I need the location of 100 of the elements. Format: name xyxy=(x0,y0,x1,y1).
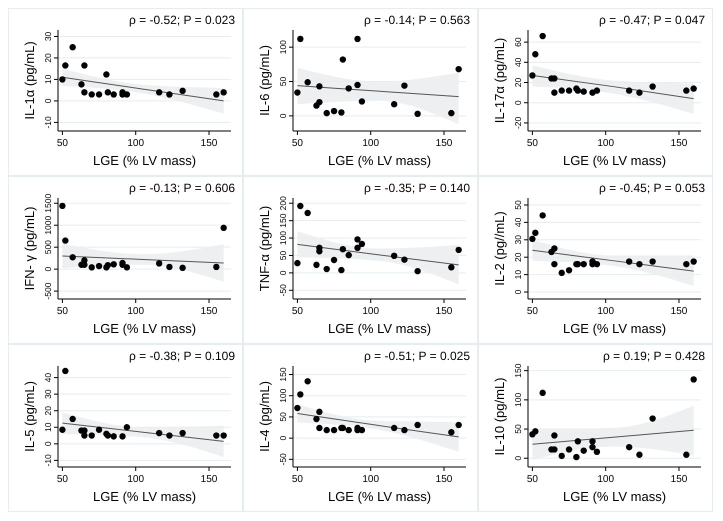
point xyxy=(316,248,323,254)
y-tick-label: 10 xyxy=(43,74,53,84)
y-tick-label: 0 xyxy=(278,436,288,441)
y-tick-label: 0 xyxy=(513,456,523,461)
x-tick-label: 100 xyxy=(127,138,144,149)
x-axis-title: LGE (% LV mass) xyxy=(92,321,196,336)
y-tick-label: 40 xyxy=(513,217,523,228)
y-tick-label: 0 xyxy=(278,113,288,118)
y-tick-label: -50 xyxy=(278,284,288,296)
text: ρ = -0.47; P = 0.047 xyxy=(598,13,706,27)
x-tick-label: 50 xyxy=(292,138,304,149)
point xyxy=(166,432,173,439)
point xyxy=(156,89,162,96)
point xyxy=(636,260,643,268)
y-tick-label: 0 xyxy=(43,266,53,272)
point xyxy=(78,81,85,88)
y-tick-label: 150 xyxy=(278,367,288,382)
y-tick-label: 10 xyxy=(43,422,53,432)
point xyxy=(566,87,572,94)
point xyxy=(96,262,102,270)
point xyxy=(88,91,95,98)
x-tick-label: 100 xyxy=(597,138,614,149)
point xyxy=(316,424,323,432)
point xyxy=(580,447,587,454)
y-axis-title: IL-2 (pg//mL) xyxy=(492,211,507,286)
point xyxy=(649,415,656,422)
x-tick-label: 50 xyxy=(526,306,538,317)
point xyxy=(324,266,330,272)
point xyxy=(529,72,536,79)
point xyxy=(558,452,565,460)
point xyxy=(96,426,102,433)
point xyxy=(316,98,323,106)
point xyxy=(589,444,596,450)
point xyxy=(683,87,690,94)
y-tick-label: 50 xyxy=(513,200,523,210)
point xyxy=(313,262,320,268)
point xyxy=(304,378,311,384)
point xyxy=(539,32,546,40)
point xyxy=(566,446,572,453)
x-tick-label: 100 xyxy=(597,306,614,317)
point xyxy=(532,51,539,58)
point xyxy=(294,404,301,412)
point xyxy=(354,236,361,243)
y-tick-label: 40 xyxy=(513,57,523,68)
x-tick-label: 50 xyxy=(292,306,304,317)
point xyxy=(330,256,338,264)
point xyxy=(455,422,462,428)
point xyxy=(358,426,366,434)
x-tick-label: 150 xyxy=(200,474,218,485)
y-tick-label: 20 xyxy=(513,252,523,262)
point xyxy=(297,202,304,210)
point xyxy=(179,430,186,436)
point xyxy=(551,260,558,268)
point xyxy=(81,432,88,439)
y-tick-label: -500 xyxy=(43,282,53,300)
text: ρ = -0.13; P = 0.606 xyxy=(128,181,236,195)
point xyxy=(69,44,76,50)
y-tick-label: -10 xyxy=(43,116,53,129)
point xyxy=(346,252,352,258)
point xyxy=(124,264,130,271)
x-tick-label: 100 xyxy=(362,138,380,149)
y-axis-title: IL-17α (pg/mL) xyxy=(492,38,507,124)
point xyxy=(213,91,220,98)
point xyxy=(566,267,572,274)
x-axis-title: LGE (% LV mass) xyxy=(328,489,432,504)
text: ρ = -0.35; P = 0.140 xyxy=(364,181,470,195)
point xyxy=(636,89,643,96)
point xyxy=(390,101,398,108)
y-tick-label: 20 xyxy=(43,406,53,416)
text: ρ = -0.52; P = 0.023 xyxy=(128,13,236,27)
y-tick-label: 20 xyxy=(43,52,53,63)
text: ρ = 0.19; P = 0.428 xyxy=(602,349,706,363)
y-tick-label: 50 xyxy=(278,250,288,260)
point xyxy=(330,426,338,434)
point xyxy=(354,36,361,42)
x-tick-label: 150 xyxy=(670,306,688,317)
y-tick-label: 100 xyxy=(513,392,523,407)
point xyxy=(294,260,301,266)
point xyxy=(104,262,112,268)
point xyxy=(455,246,462,254)
y-tick-label: 30 xyxy=(43,389,53,399)
y-tick-label: -10 xyxy=(43,454,53,467)
point xyxy=(358,240,366,248)
point xyxy=(103,71,110,78)
point xyxy=(448,110,455,116)
point xyxy=(626,258,632,265)
x-tick-label: 50 xyxy=(526,474,538,485)
point xyxy=(316,83,323,90)
y-axis-title: IFN- γ (pg/mL) xyxy=(22,206,37,290)
point xyxy=(649,83,656,90)
point xyxy=(594,260,600,268)
y-tick-label: 1000 xyxy=(43,216,53,235)
y-tick-label: 30 xyxy=(43,31,53,42)
y-axis-title: IL-4 (pg/mL) xyxy=(257,381,272,452)
point xyxy=(81,62,88,69)
point xyxy=(414,110,421,118)
point xyxy=(62,368,69,374)
y-tick-label: 100 xyxy=(278,40,288,54)
point xyxy=(690,85,697,92)
point xyxy=(580,88,587,95)
